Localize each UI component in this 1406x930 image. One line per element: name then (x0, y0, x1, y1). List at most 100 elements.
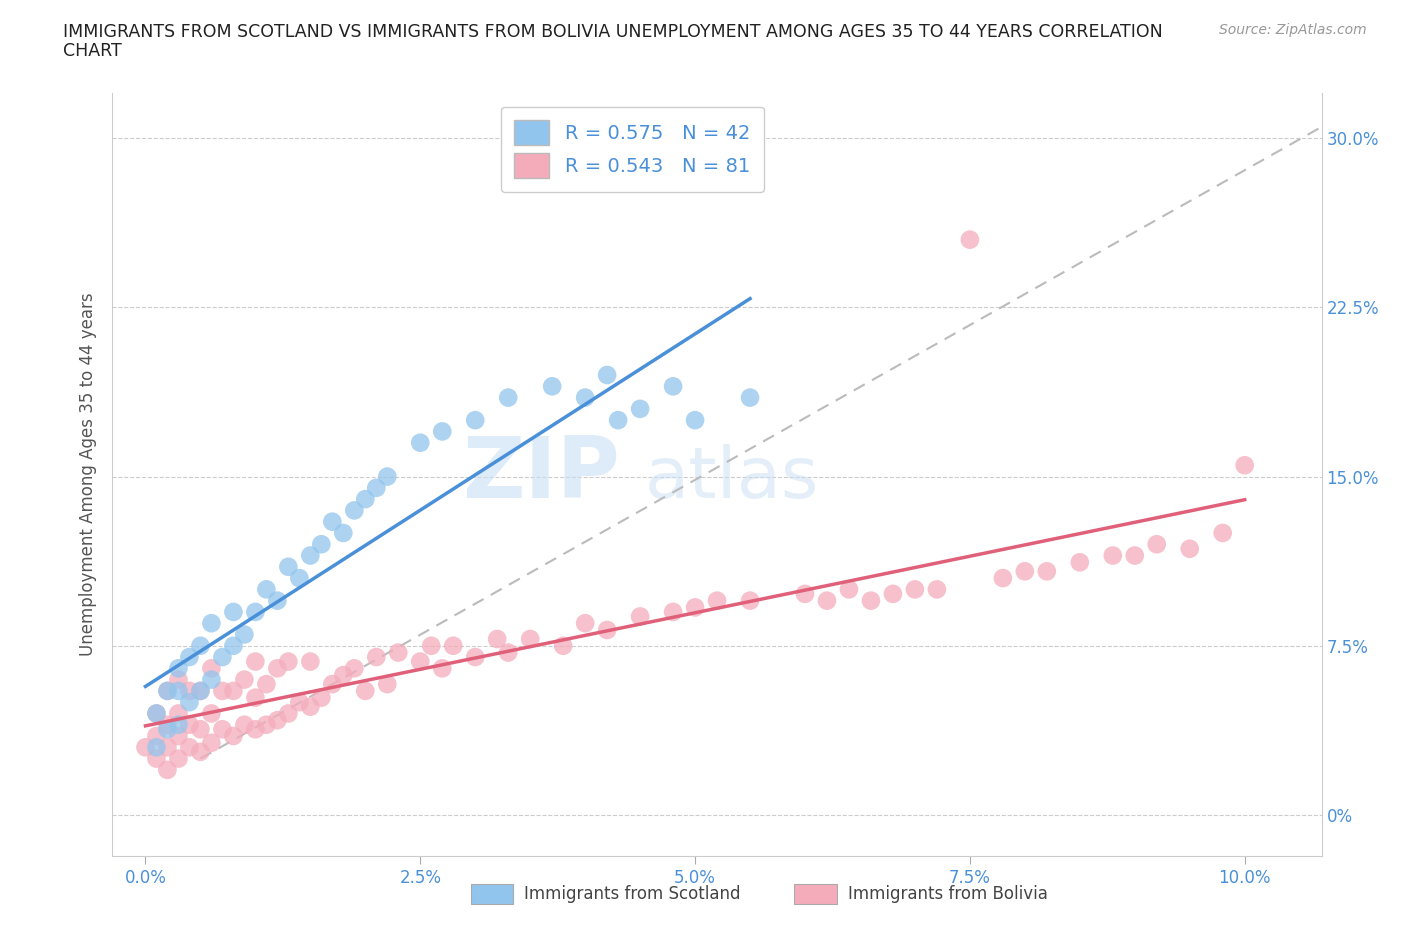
Point (859, 593, 882, 608)
Point (343, 503, 366, 518)
Point (321, 677, 343, 692)
Point (299, 654, 322, 669)
Point (145, 728, 167, 743)
Point (245, 604, 267, 619)
Point (409, 435, 432, 450)
Point (738, 593, 761, 608)
Point (288, 695, 311, 710)
Point (683, 600, 706, 615)
Point (332, 668, 354, 683)
Point (211, 684, 233, 698)
Point (179, 717, 201, 732)
Point (167, 661, 190, 676)
Point (1101, 548, 1123, 563)
Text: Immigrants from Scotland: Immigrants from Scotland (524, 884, 741, 903)
Point (519, 631, 541, 646)
Point (496, 391, 519, 405)
Point (222, 684, 245, 698)
Point (311, 537, 333, 551)
Point (190, 744, 212, 759)
Point (222, 638, 245, 653)
Point (596, 367, 619, 382)
Point (496, 645, 519, 660)
Point (145, 740, 167, 755)
Point (1212, 525, 1234, 540)
Point (156, 763, 179, 777)
Point (145, 751, 167, 766)
Point (245, 654, 267, 669)
Point (486, 631, 509, 646)
Point (596, 622, 619, 637)
Point (167, 728, 190, 743)
Point (574, 616, 596, 631)
Point (662, 604, 685, 619)
Point (959, 232, 981, 247)
Point (311, 690, 333, 705)
Point (321, 514, 343, 529)
Point (441, 638, 464, 653)
Point (607, 413, 630, 428)
Point (156, 684, 179, 698)
Point (706, 593, 728, 608)
Point (200, 661, 222, 676)
Point (662, 379, 685, 393)
Point (838, 582, 860, 597)
Point (211, 650, 233, 665)
Point (222, 728, 245, 743)
Point (553, 638, 575, 653)
Point (288, 571, 311, 586)
Point (1036, 564, 1059, 578)
Point (925, 582, 948, 597)
Point (628, 402, 651, 417)
Point (387, 645, 409, 660)
Point (541, 379, 564, 393)
Point (683, 413, 706, 428)
Point (299, 548, 322, 563)
Point (432, 424, 454, 439)
Point (1178, 541, 1201, 556)
Point (245, 722, 267, 737)
Point (738, 391, 761, 405)
Legend: R = 0.575   N = 42, R = 0.543   N = 81: R = 0.575 N = 42, R = 0.543 N = 81 (501, 107, 763, 192)
Point (1014, 564, 1036, 578)
Point (904, 582, 927, 597)
Point (628, 609, 651, 624)
Point (145, 706, 167, 721)
Point (233, 672, 256, 687)
Text: CHART: CHART (63, 42, 122, 60)
Point (156, 722, 179, 737)
Point (1146, 537, 1168, 551)
Point (815, 593, 838, 608)
Point (190, 638, 212, 653)
Text: IMMIGRANTS FROM SCOTLAND VS IMMIGRANTS FROM BOLIVIA UNEMPLOYMENT AMONG AGES 35 T: IMMIGRANTS FROM SCOTLAND VS IMMIGRANTS F… (63, 23, 1163, 41)
Point (794, 587, 817, 602)
Point (233, 717, 256, 732)
Point (1233, 458, 1256, 472)
Point (1123, 548, 1146, 563)
Point (432, 661, 454, 676)
Point (266, 593, 288, 608)
Point (190, 684, 212, 698)
Point (332, 525, 354, 540)
Point (409, 654, 432, 669)
Text: atlas: atlas (644, 444, 818, 512)
Point (882, 587, 904, 602)
Point (167, 706, 190, 721)
Text: ZIP: ZIP (463, 432, 620, 516)
Point (354, 492, 377, 507)
Point (179, 740, 201, 755)
Point (190, 684, 212, 698)
Point (145, 706, 167, 721)
Point (233, 627, 256, 642)
Point (190, 722, 212, 737)
Point (420, 638, 443, 653)
Point (277, 706, 299, 721)
Point (366, 481, 388, 496)
Point (167, 672, 190, 687)
Point (200, 616, 222, 631)
Point (179, 684, 201, 698)
Point (245, 690, 267, 705)
Point (156, 684, 179, 698)
Point (991, 571, 1014, 586)
Point (574, 391, 596, 405)
